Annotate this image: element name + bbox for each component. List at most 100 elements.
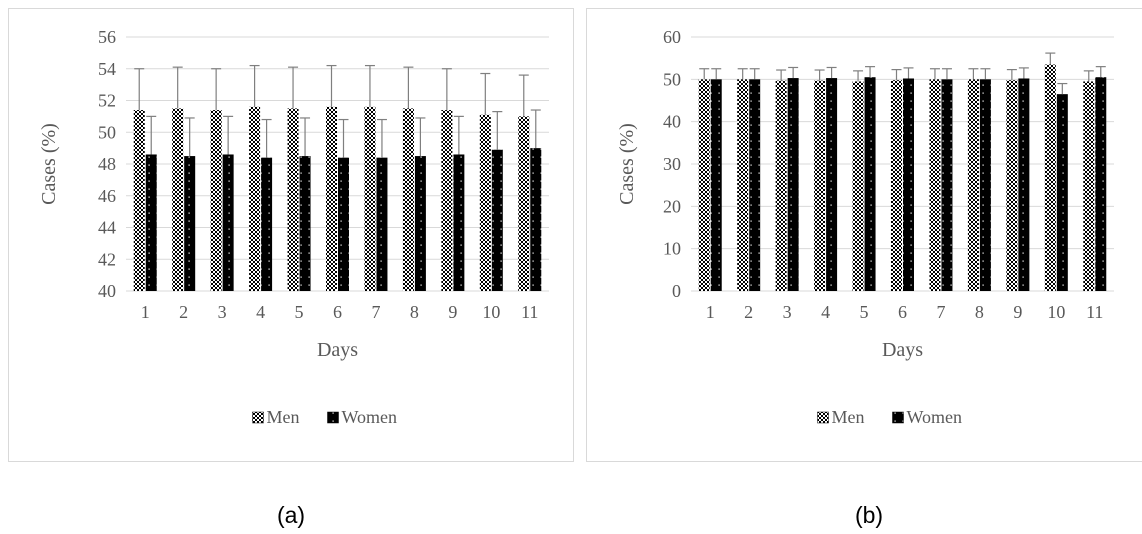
x-tick-label: 6 xyxy=(333,302,342,322)
x-tick-label: 8 xyxy=(975,302,984,322)
bar-men-day-6 xyxy=(891,80,902,292)
x-axis-title: Days xyxy=(317,339,358,361)
y-tick-label: 54 xyxy=(98,59,116,79)
y-tick-label: 50 xyxy=(98,122,116,142)
y-tick-label: 40 xyxy=(98,281,116,301)
x-tick-label: 2 xyxy=(179,302,188,322)
legend-swatch-men xyxy=(252,411,264,424)
x-tick-label: 7 xyxy=(371,302,380,322)
bar-women-day-7 xyxy=(941,79,953,291)
bar-men-day-8 xyxy=(402,108,414,291)
x-tick-label: 8 xyxy=(410,302,419,322)
bar-women-day-6 xyxy=(903,78,914,291)
bar-women-day-1 xyxy=(145,154,157,291)
x-tick-label: 1 xyxy=(141,302,150,322)
x-tick-label: 4 xyxy=(256,302,265,322)
bar-women-day-3 xyxy=(787,78,799,292)
y-tick-label: 20 xyxy=(663,196,681,216)
y-tick-label: 48 xyxy=(98,154,116,174)
bar-women-day-7 xyxy=(376,157,388,291)
legend-swatch-women xyxy=(327,411,339,424)
legend-label-men: Men xyxy=(832,407,865,427)
y-tick-label: 10 xyxy=(663,239,681,259)
bar-men-day-8 xyxy=(967,79,979,291)
legend-label-women: Women xyxy=(342,407,398,427)
x-tick-label: 9 xyxy=(448,302,457,322)
bar-men-day-9 xyxy=(1006,80,1018,292)
bar-men-day-1 xyxy=(133,110,145,292)
y-axis-title: Cases (%) xyxy=(616,123,638,205)
bar-women-day-10 xyxy=(1056,94,1068,292)
x-tick-label: 7 xyxy=(936,302,945,322)
bar-men-day-1 xyxy=(698,79,710,291)
bar-women-day-10 xyxy=(491,149,503,291)
x-tick-label: 5 xyxy=(295,302,304,322)
x-tick-label: 3 xyxy=(783,302,792,322)
chart-caption-b: (b) xyxy=(854,502,884,528)
bar-chart-b: 0 10 20 30 40 50 60 1 2 3 4 5 6 7 8 9 10 11 Days Cases (%) M… xyxy=(616,27,1114,427)
bar-men-day-3 xyxy=(210,110,222,292)
y-tick-label: 50 xyxy=(663,69,681,89)
bar-men-day-6 xyxy=(326,106,337,291)
chart-panel-b: 0 10 20 30 40 50 60 1 2 3 4 5 6 7 8 9 10 11 Days Cases (%) M… xyxy=(586,8,1142,462)
bar-women-day-2 xyxy=(184,156,196,291)
bar-men-day-9 xyxy=(441,110,453,292)
bar-women-day-3 xyxy=(222,154,234,291)
x-tick-label: 6 xyxy=(898,302,907,322)
bar-women-day-6 xyxy=(338,157,349,291)
bar-women-day-5 xyxy=(299,156,311,291)
bar-men-day-4 xyxy=(249,106,261,291)
legend-swatch-men xyxy=(817,411,829,424)
chart-caption-a: (a) xyxy=(276,502,306,528)
x-tick-label: 4 xyxy=(821,302,830,322)
bar-women-day-5 xyxy=(864,77,876,291)
y-tick-label: 0 xyxy=(672,281,681,301)
y-tick-label: 42 xyxy=(98,249,116,269)
bar-men-day-7 xyxy=(929,79,941,291)
bar-men-day-5 xyxy=(287,108,299,291)
bar-women-day-4 xyxy=(261,157,273,291)
legend-swatch-women xyxy=(892,411,904,424)
bar-men-day-10 xyxy=(479,114,491,291)
bar-men-day-11 xyxy=(1083,81,1095,291)
y-tick-label: 46 xyxy=(98,186,116,206)
bar-women-day-9 xyxy=(1018,78,1030,291)
bar-women-day-11 xyxy=(1095,77,1107,291)
y-tick-label: 44 xyxy=(98,218,116,238)
bar-women-day-2 xyxy=(749,79,761,291)
x-tick-label: 10 xyxy=(1047,302,1065,322)
bar-men-day-2 xyxy=(737,79,749,291)
bar-women-day-8 xyxy=(979,79,991,291)
bar-women-day-4 xyxy=(826,78,838,292)
x-tick-label: 3 xyxy=(218,302,227,322)
bar-men-day-11 xyxy=(518,116,530,291)
x-tick-label: 9 xyxy=(1013,302,1022,322)
y-tick-label: 56 xyxy=(98,27,116,47)
x-tick-label: 10 xyxy=(482,302,500,322)
bar-men-day-7 xyxy=(364,106,376,291)
bar-men-day-4 xyxy=(814,80,826,291)
x-tick-label: 2 xyxy=(744,302,753,322)
y-tick-label: 52 xyxy=(98,91,116,111)
y-axis-title: Cases (%) xyxy=(38,123,60,205)
y-tick-label: 30 xyxy=(663,154,681,174)
x-tick-label: 11 xyxy=(1086,302,1103,322)
legend-label-men: Men xyxy=(267,407,300,427)
legend-label-women: Women xyxy=(907,407,963,427)
x-tick-label: 11 xyxy=(521,302,538,322)
x-tick-label: 5 xyxy=(860,302,869,322)
bar-men-day-10 xyxy=(1044,64,1056,291)
bar-women-day-9 xyxy=(453,154,465,291)
bar-men-day-3 xyxy=(775,80,787,291)
bar-men-day-5 xyxy=(852,81,864,291)
y-tick-label: 60 xyxy=(663,27,681,47)
bar-women-day-1 xyxy=(710,79,722,291)
y-tick-label: 40 xyxy=(663,112,681,132)
bar-men-day-2 xyxy=(172,108,184,291)
bar-women-day-11 xyxy=(530,148,542,291)
x-tick-label: 1 xyxy=(706,302,715,322)
chart-panel-a: 40 42 44 46 48 50 52 54 56 1 2 3 4 5 6 7 8 9 10 11 Days Cases… xyxy=(8,8,574,462)
bar-women-day-8 xyxy=(414,156,426,291)
x-axis-title: Days xyxy=(882,339,923,361)
